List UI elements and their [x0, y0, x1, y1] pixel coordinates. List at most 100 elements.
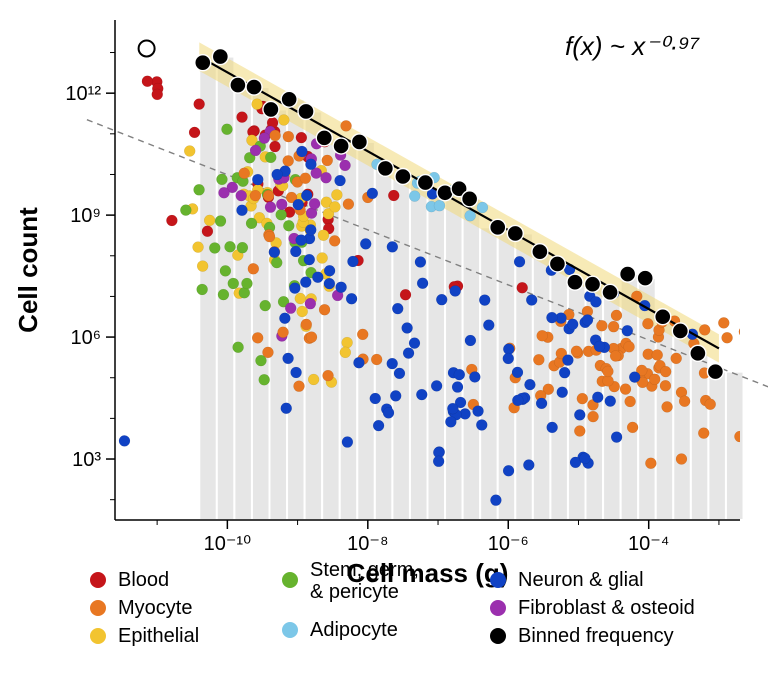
data-point — [642, 318, 653, 329]
data-point — [197, 261, 208, 272]
data-point — [152, 89, 163, 100]
svg-text:Neuron & glial: Neuron & glial — [518, 569, 644, 591]
data-point — [739, 326, 750, 337]
data-point — [305, 159, 316, 170]
data-point — [194, 99, 205, 110]
data-point — [296, 132, 307, 143]
data-point — [582, 314, 593, 325]
svg-text:10⁹: 10⁹ — [70, 205, 101, 227]
data-point — [250, 190, 261, 201]
data-point — [220, 265, 231, 276]
data-point — [295, 293, 306, 304]
data-point — [409, 191, 420, 202]
cell-scatter-chart: 10⁻¹⁰10⁻⁸10⁻⁶10⁻⁴10³10⁶10⁹10¹²Cell mass … — [0, 0, 768, 679]
svg-text:Myocyte: Myocyte — [118, 597, 192, 619]
data-point — [276, 209, 287, 220]
data-point — [285, 303, 296, 314]
data-point — [265, 152, 276, 163]
data-point — [308, 374, 319, 385]
data-point — [293, 199, 304, 210]
data-point — [296, 146, 307, 157]
data-point — [283, 155, 294, 166]
data-point — [387, 358, 398, 369]
data-point — [340, 347, 351, 358]
data-point — [497, 520, 508, 531]
data-point — [705, 399, 716, 410]
data-point — [322, 155, 333, 166]
svg-text:Binned frequency: Binned frequency — [518, 625, 674, 647]
data-point — [166, 215, 177, 226]
data-point — [627, 422, 638, 433]
data-point — [306, 332, 317, 343]
svg-text:10⁻⁴: 10⁻⁴ — [628, 533, 669, 555]
data-point — [304, 254, 315, 265]
data-point — [276, 199, 287, 210]
data-point — [473, 406, 484, 417]
data-point — [218, 187, 229, 198]
data-point — [610, 351, 621, 362]
data-point — [523, 459, 534, 470]
data-point — [660, 380, 671, 391]
data-point — [514, 256, 525, 267]
data-point — [252, 174, 263, 185]
data-point — [649, 374, 660, 385]
data-point — [290, 246, 301, 257]
data-point — [215, 216, 226, 227]
data-point — [620, 384, 631, 395]
data-point — [233, 342, 244, 353]
data-point — [342, 337, 353, 348]
data-point — [204, 215, 215, 226]
y-axis-ticks: 10³10⁶10⁹10¹² — [65, 53, 115, 500]
data-point — [645, 458, 656, 469]
data-point — [402, 322, 413, 333]
data-point — [536, 398, 547, 409]
data-point — [305, 298, 316, 309]
data-point — [602, 366, 613, 377]
data-point — [335, 175, 346, 186]
data-point — [370, 393, 381, 404]
legend-dot — [490, 600, 506, 616]
data-point — [341, 120, 352, 131]
data-point — [574, 409, 585, 420]
data-point — [503, 465, 514, 476]
data-point — [270, 130, 281, 141]
svg-text:10⁶: 10⁶ — [71, 327, 101, 349]
data-point — [588, 411, 599, 422]
data-point — [272, 169, 283, 180]
data-point — [469, 371, 480, 382]
data-point — [611, 310, 622, 321]
data-point — [524, 379, 535, 390]
data-point — [202, 226, 213, 237]
data-point — [517, 282, 528, 293]
data-point — [305, 224, 316, 235]
legend-dot — [90, 600, 106, 616]
data-point — [142, 76, 153, 87]
legend-dot — [282, 572, 298, 588]
data-point — [571, 346, 582, 357]
data-point — [221, 124, 232, 135]
data-point — [392, 303, 403, 314]
legend-dot — [490, 572, 506, 588]
data-point — [592, 392, 603, 403]
data-point — [236, 190, 247, 201]
data-point — [319, 304, 330, 315]
data-point — [216, 174, 227, 185]
data-point — [622, 325, 633, 336]
data-point — [317, 252, 328, 263]
data-point — [294, 381, 305, 392]
legend: BloodMyocyteEpithelialStem, germ,& peric… — [90, 559, 695, 647]
data-point — [300, 277, 311, 288]
data-point — [567, 319, 578, 330]
data-point — [318, 230, 329, 241]
data-point — [557, 387, 568, 398]
data-point — [611, 432, 622, 443]
data-point — [477, 202, 488, 213]
data-point — [331, 189, 342, 200]
data-point — [454, 369, 465, 380]
data-point — [343, 199, 354, 210]
data-point — [537, 330, 548, 341]
data-point — [259, 374, 270, 385]
data-point — [218, 289, 229, 300]
data-point — [436, 294, 447, 305]
data-point — [329, 235, 340, 246]
